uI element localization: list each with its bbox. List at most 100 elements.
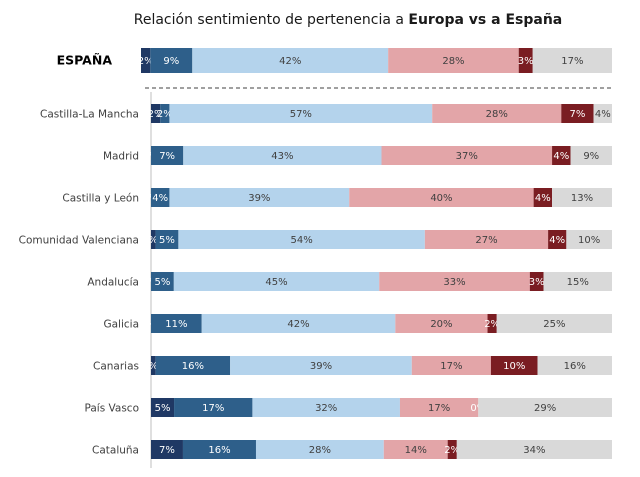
bar-segment-galicia-gray	[496, 314, 612, 333]
category-label-castilla-y-leon: Castilla y León	[62, 193, 139, 205]
data-label-andalucia-light-red: 33%	[443, 277, 465, 288]
data-label-madrid-light-blue: 43%	[271, 151, 293, 162]
data-label-comunidad-valenciana-very-low: %	[149, 235, 159, 246]
bar-segment-castilla-y-leon-dark-red	[533, 188, 553, 207]
bar-segment-castilla-y-leon-light-blue	[169, 188, 350, 207]
data-label-comunidad-valenciana-low: 5%	[159, 235, 175, 246]
bar-segment-canarias-light-blue	[230, 356, 412, 375]
bar-segment-castilla-la-mancha-light-red	[432, 104, 562, 123]
chart-title-prefix: Relación sentimiento de pertenencia a	[134, 12, 409, 28]
data-label-comunidad-valenciana-light-red: 27%	[475, 235, 497, 246]
bar-segment-madrid-light-blue	[183, 146, 382, 165]
data-label-castilla-la-mancha-dark-red: 7%	[569, 109, 585, 120]
data-label-madrid-gray: 9%	[583, 151, 599, 162]
bar-segment-comunidad-valenciana-dark-red	[548, 230, 567, 249]
bar-segment-madrid-low	[151, 146, 184, 165]
bar-segment-castilla-y-leon-low	[151, 188, 170, 207]
data-label-pais-vasco-light-blue: 32%	[315, 403, 337, 414]
bar-segment-cataluna-light-blue	[255, 440, 384, 459]
category-label-galicia: Galicia	[103, 319, 139, 331]
bar-segment-castilla-y-leon-gray	[552, 188, 612, 207]
bar-segment-pais-vasco-light-red	[399, 398, 479, 417]
category-label-andalucia: Andalucía	[87, 277, 139, 289]
data-label-pais-vasco-light-red: 17%	[428, 403, 450, 414]
data-label-cataluna-dark-red: 2%	[444, 445, 460, 456]
bar-segment-espana-light-blue	[192, 48, 389, 73]
bar-segment-cataluna-low	[182, 440, 256, 459]
bar-segment-espana-gray	[532, 48, 612, 73]
data-label-castilla-y-leon-dark-red: 4%	[535, 193, 551, 204]
data-label-galicia-light-red: 20%	[430, 319, 452, 330]
bar-segment-galicia-dark-red	[487, 314, 497, 333]
data-label-castilla-la-mancha-very-low: 2%	[148, 109, 164, 120]
bar-segment-andalucia-dark-red	[529, 272, 544, 291]
data-label-madrid-dark-red: 4%	[553, 151, 569, 162]
bar-segment-canarias-dark-red	[490, 356, 538, 375]
category-label-comunidad-valenciana: Comunidad Valenciana	[19, 235, 139, 247]
category-label-madrid: Madrid	[103, 151, 139, 163]
data-label-madrid-light-red: 37%	[456, 151, 478, 162]
category-label-espana: ESPAÑA	[57, 53, 113, 68]
bar-segment-madrid-dark-red	[552, 146, 571, 165]
bar-segment-pais-vasco-very-low	[151, 398, 175, 417]
bar-segment-comunidad-valenciana-light-blue	[178, 230, 425, 249]
data-label-espana-gray: 17%	[561, 56, 583, 67]
data-label-espana-low: 9%	[163, 56, 179, 67]
bar-segment-canarias-low	[155, 356, 231, 375]
data-label-castilla-la-mancha-low: 2%	[157, 109, 173, 120]
bar-segment-comunidad-valenciana-gray	[566, 230, 612, 249]
data-label-espana-light-blue: 42%	[279, 56, 301, 67]
bar-segment-comunidad-valenciana-low	[155, 230, 179, 249]
bar-segment-pais-vasco-gray	[478, 398, 612, 417]
bar-segment-madrid-gray	[570, 146, 612, 165]
bar-segment-andalucia-gray	[543, 272, 612, 291]
data-label-galicia-low: 11%	[165, 319, 187, 330]
bar-segment-andalucia-low	[151, 272, 174, 291]
bar-segment-andalucia-light-blue	[173, 272, 380, 291]
data-label-castilla-y-leon-low: 4%	[152, 193, 168, 204]
bar-segment-pais-vasco-low	[174, 398, 253, 417]
bar-segment-espana-light-red	[388, 48, 519, 73]
data-label-canarias-light-blue: 39%	[310, 361, 332, 372]
data-label-pais-vasco-very-low: 5%	[155, 403, 171, 414]
bar-segment-castilla-y-leon-light-red	[349, 188, 534, 207]
bar-segment-galicia-low	[151, 314, 202, 333]
data-label-espana-very-low: 2%	[138, 56, 154, 67]
bar-segment-castilla-la-mancha-very-low	[151, 104, 161, 123]
bar-segment-canarias-very-low	[151, 356, 156, 375]
bar-segment-pais-vasco-light-blue	[252, 398, 400, 417]
bar-segment-castilla-la-mancha-dark-red	[561, 104, 594, 123]
data-label-andalucia-light-blue: 45%	[265, 277, 287, 288]
bar-segment-espana-dark-red	[518, 48, 533, 73]
category-label-canarias: Canarias	[93, 361, 139, 373]
data-label-canarias-low: 16%	[182, 361, 204, 372]
bar-segment-galicia-light-blue	[201, 314, 396, 333]
data-label-cataluna-low: 16%	[208, 445, 230, 456]
data-label-canarias-very-low: %	[149, 361, 159, 372]
bar-segment-galicia-light-red	[395, 314, 488, 333]
category-labels-group: ESPAÑA Castilla-La Mancha Madrid Castilla y…	[19, 53, 139, 457]
data-label-espana-dark-red: 3%	[518, 56, 534, 67]
data-label-castilla-y-leon-light-blue: 39%	[248, 193, 270, 204]
data-label-canarias-gray: 16%	[564, 361, 586, 372]
bar-segment-castilla-la-mancha-low	[160, 104, 170, 123]
data-label-canarias-light-red: 17%	[440, 361, 462, 372]
category-label-pais-vasco: País Vasco	[85, 403, 140, 415]
data-label-pais-vasco-low: 17%	[202, 403, 224, 414]
data-label-galicia-gray: 25%	[543, 319, 565, 330]
data-label-cataluna-gray: 34%	[523, 445, 545, 456]
bar-segment-canarias-light-red	[411, 356, 491, 375]
chart-title-bold: Europa vs a España	[408, 12, 562, 28]
bar-segment-cataluna-dark-red	[447, 440, 457, 459]
bar-segment-espana-low	[150, 48, 193, 73]
data-label-castilla-la-mancha-gray: 4%	[595, 109, 611, 120]
data-label-castilla-la-mancha-light-red: 28%	[486, 109, 508, 120]
chart-title: Relación sentimiento de pertenencia a Eu…	[134, 12, 563, 28]
data-label-canarias-dark-red: 10%	[503, 361, 525, 372]
bar-segment-cataluna-very-low	[151, 440, 183, 459]
data-label-pais-vasco-gray: 29%	[534, 403, 556, 414]
bar-segment-espana-very-low	[141, 48, 151, 73]
data-label-castilla-la-mancha-light-blue: 57%	[290, 109, 312, 120]
data-label-cataluna-light-red: 14%	[405, 445, 427, 456]
